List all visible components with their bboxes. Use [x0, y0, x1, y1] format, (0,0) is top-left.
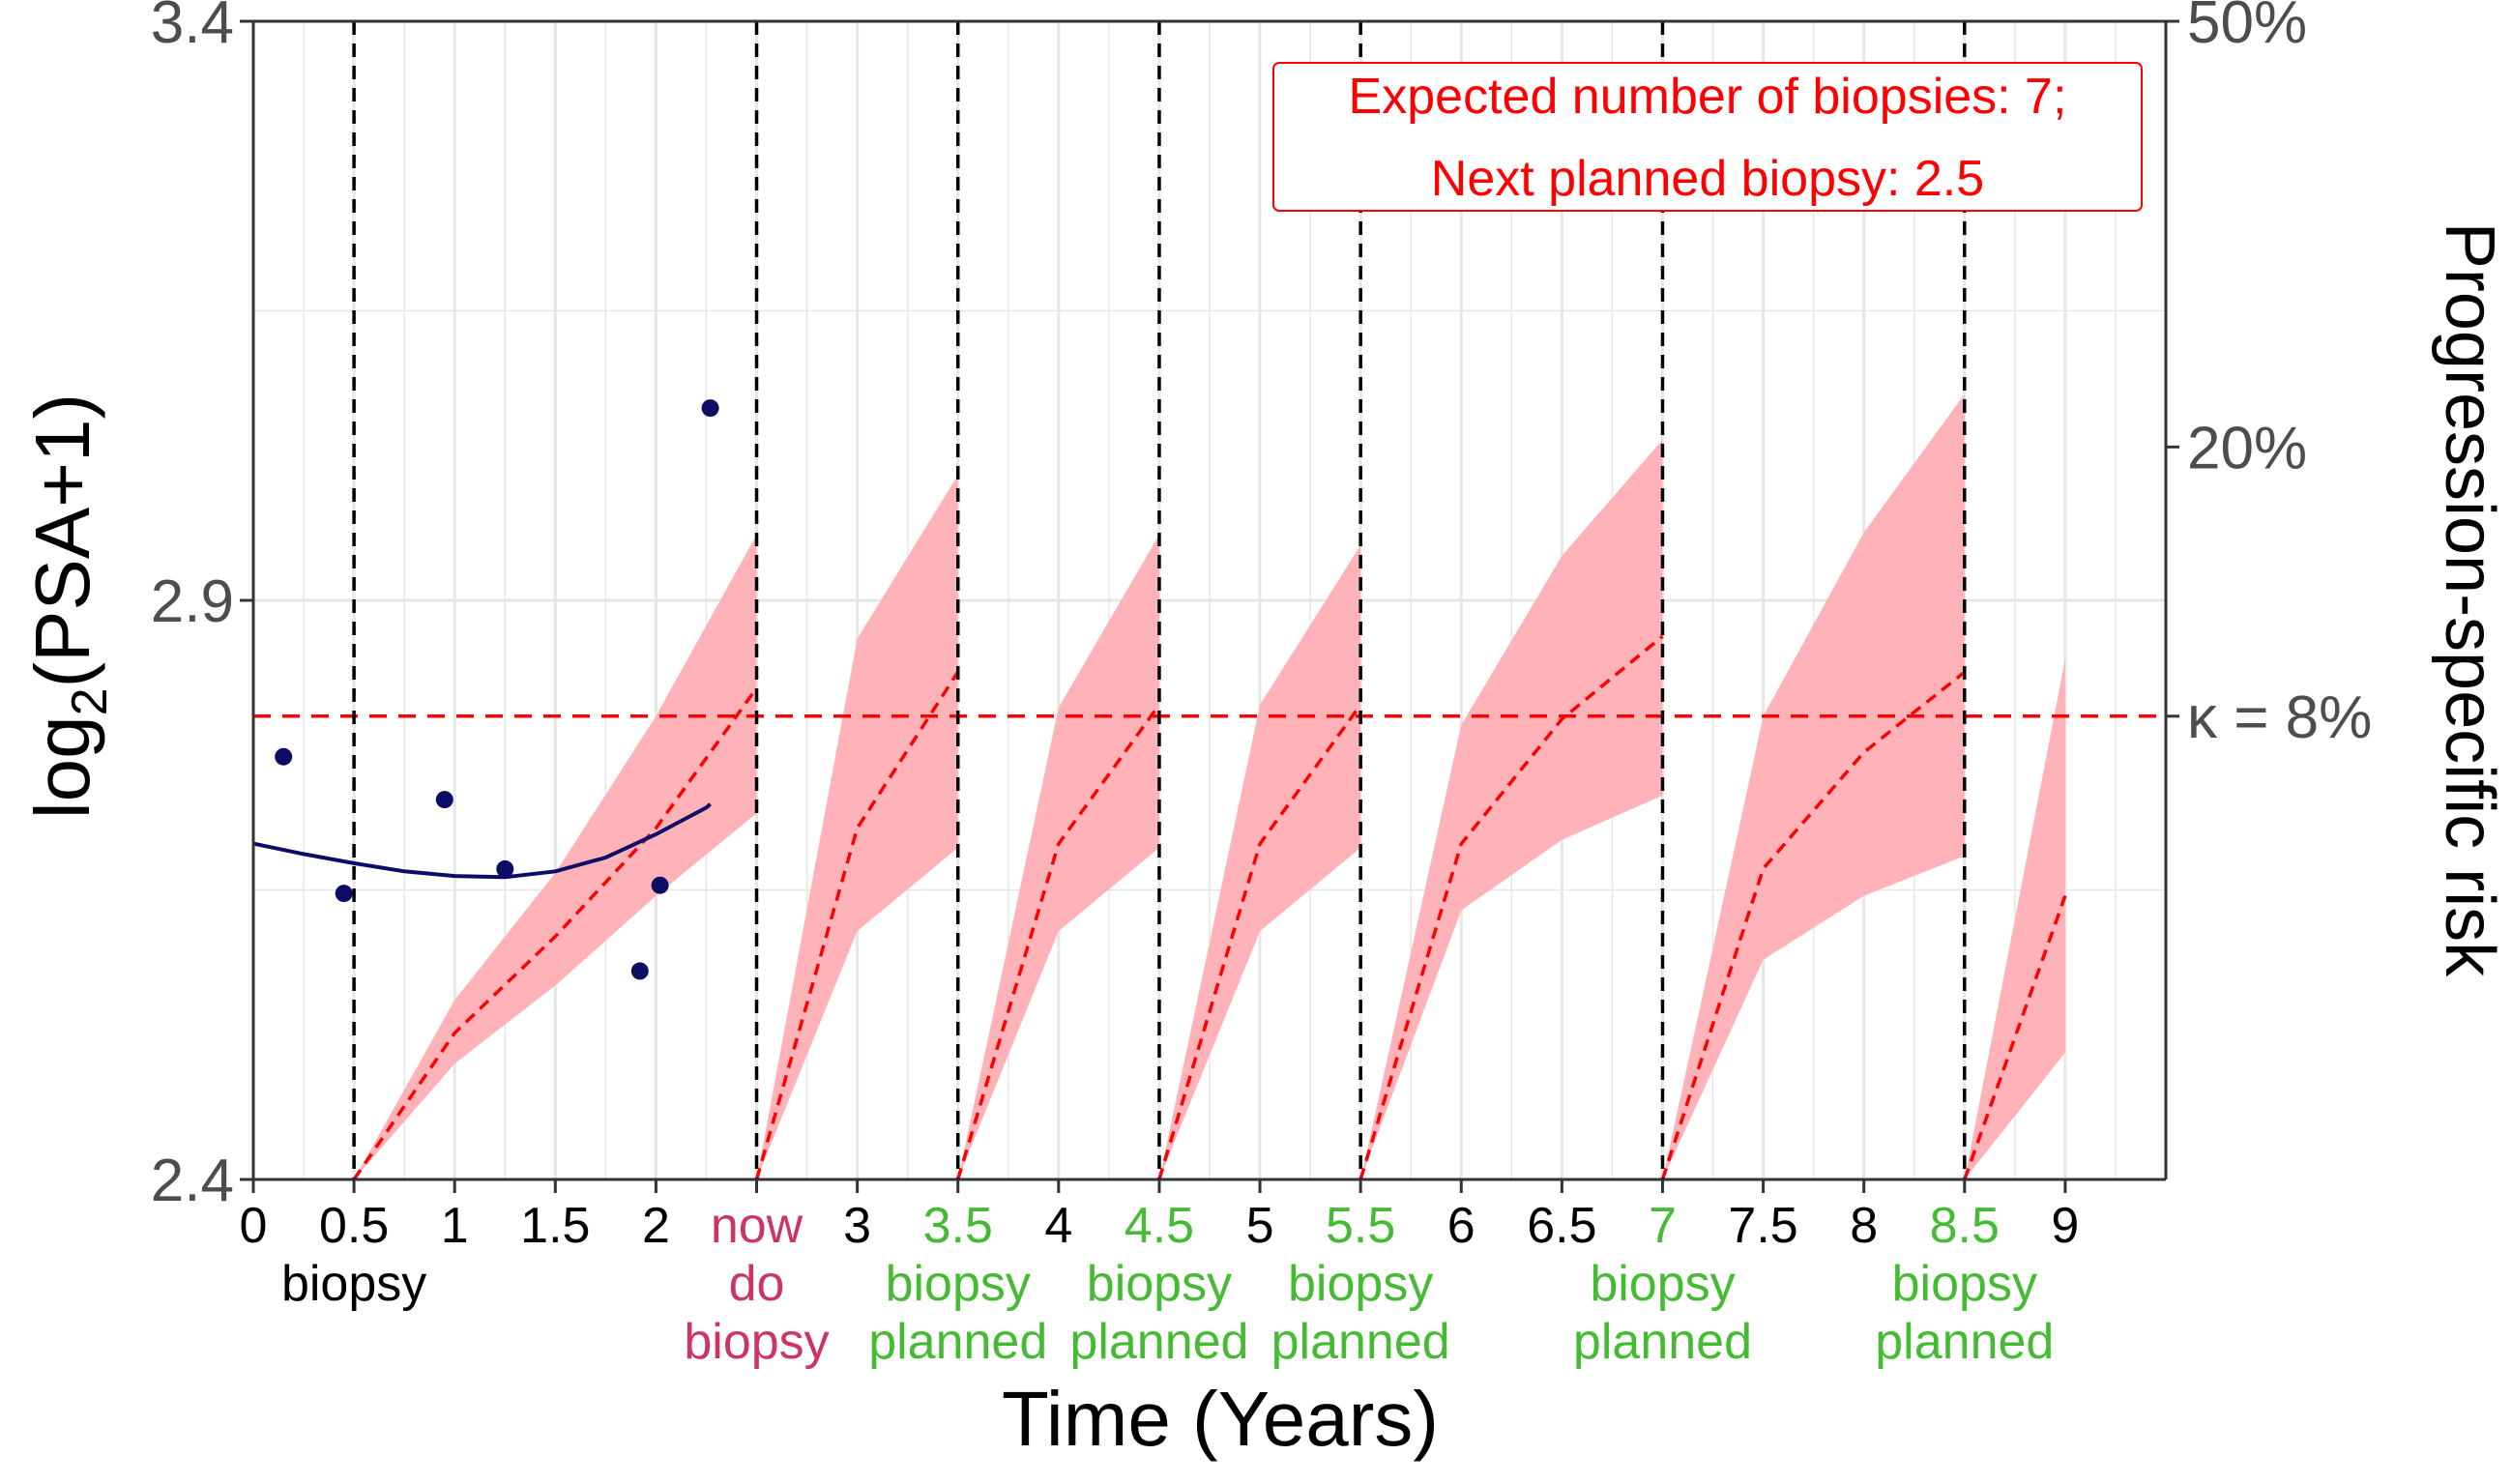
left-axis-title-base: log: [19, 715, 105, 819]
annotation-border: [1272, 62, 2143, 212]
risk-mean-line: [1157, 703, 1362, 1180]
x-tick-label: 9: [2051, 1198, 2079, 1254]
risk-mean-line: [1963, 895, 2067, 1180]
x-tick-label: 4: [1044, 1198, 1072, 1254]
x-tick-sublabel: planned: [1271, 1314, 1450, 1370]
x-tick-sublabel: biopsy: [1288, 1256, 1433, 1312]
x-tick-sublabel: do: [729, 1256, 785, 1312]
x-tick-label: 7: [1649, 1198, 1677, 1254]
x-tick-label: 3: [843, 1198, 871, 1254]
risk-band: [1662, 393, 1965, 1179]
risk-mean-line: [956, 703, 1161, 1180]
x-tick-label: 8: [1850, 1198, 1878, 1254]
x-tick-label: 3.5: [923, 1198, 993, 1254]
x-tick-label: now: [711, 1198, 803, 1254]
annotation-box: Expected number of biopsies: 7; Next pla…: [1272, 62, 2143, 212]
x-tick-label: 5.5: [1326, 1198, 1395, 1254]
right-tick-label: 50%: [2187, 0, 2307, 56]
x-tick-sublabel: planned: [868, 1314, 1047, 1370]
x-tick-label: 6.5: [1527, 1198, 1596, 1254]
risk-mean-line: [1660, 670, 1966, 1180]
risk-band: [1158, 544, 1361, 1179]
annotation-line-2: Next planned biopsy: 2.5: [1431, 151, 1984, 207]
risk-band: [1360, 439, 1663, 1179]
x-tick-sublabel: planned: [1875, 1314, 2054, 1370]
x-tick-sublabel: biopsy: [1590, 1256, 1735, 1312]
psa-point: [275, 747, 293, 766]
psa-point: [335, 885, 353, 903]
x-tick-sublabel: planned: [1069, 1314, 1248, 1370]
x-tick-sublabel: planned: [1573, 1314, 1752, 1370]
x-tick-label: 5: [1246, 1198, 1274, 1254]
psa-point: [630, 962, 649, 980]
x-tick-label: 8.5: [1930, 1198, 2000, 1254]
risk-band: [1964, 658, 2065, 1179]
psa-point: [701, 399, 719, 418]
x-tick-label: 6: [1447, 1198, 1475, 1254]
x-tick-label: 7.5: [1728, 1198, 1797, 1254]
x-tick-sublabel: biopsy: [281, 1256, 426, 1312]
risk-band: [354, 535, 757, 1179]
risk-bands: [352, 393, 2067, 1180]
x-tick-sublabel: biopsy: [1892, 1256, 2037, 1312]
annotation-line-1: Expected number of biopsies: 7;: [1349, 69, 2067, 125]
right-axis-title: Progression-specific risk: [2431, 222, 2508, 977]
risk-band: [957, 535, 1159, 1179]
risk-mean-line: [1358, 634, 1664, 1180]
right-tick-label: κ = 8%: [2187, 684, 2372, 751]
x-tick-label: 0.5: [319, 1198, 389, 1254]
left-axis-title-rest: (PSA+1): [19, 393, 105, 688]
risk-mean-line: [352, 686, 758, 1180]
left-axis-title: log2(PSA+1): [19, 393, 118, 819]
left-axis-title-subscript: 2: [62, 687, 118, 715]
x-tick-label: 4.5: [1125, 1198, 1194, 1254]
left-tick-label: 2.4: [151, 1148, 234, 1214]
psa-point: [651, 876, 669, 894]
left-tick-label: 2.9: [151, 568, 234, 635]
x-tick-sublabel: biopsy: [684, 1314, 829, 1370]
x-axis-title: Time (Years): [1002, 1376, 1439, 1462]
x-tick-label: 0: [240, 1198, 268, 1254]
psa-point: [435, 791, 453, 809]
left-tick-label: 3.4: [151, 0, 234, 56]
psa-layer: [252, 399, 719, 980]
x-tick-label: 1: [441, 1198, 469, 1254]
x-tick-sublabel: biopsy: [886, 1256, 1031, 1312]
x-tick-label: 2: [642, 1198, 670, 1254]
psa-point: [496, 859, 514, 878]
x-tick-sublabel: biopsy: [1087, 1256, 1232, 1312]
right-tick-label: 20%: [2187, 415, 2307, 481]
risk-mean-line: [754, 671, 960, 1180]
biopsy-lines: [352, 21, 1967, 1179]
x-tick-label: 1.5: [520, 1198, 590, 1254]
